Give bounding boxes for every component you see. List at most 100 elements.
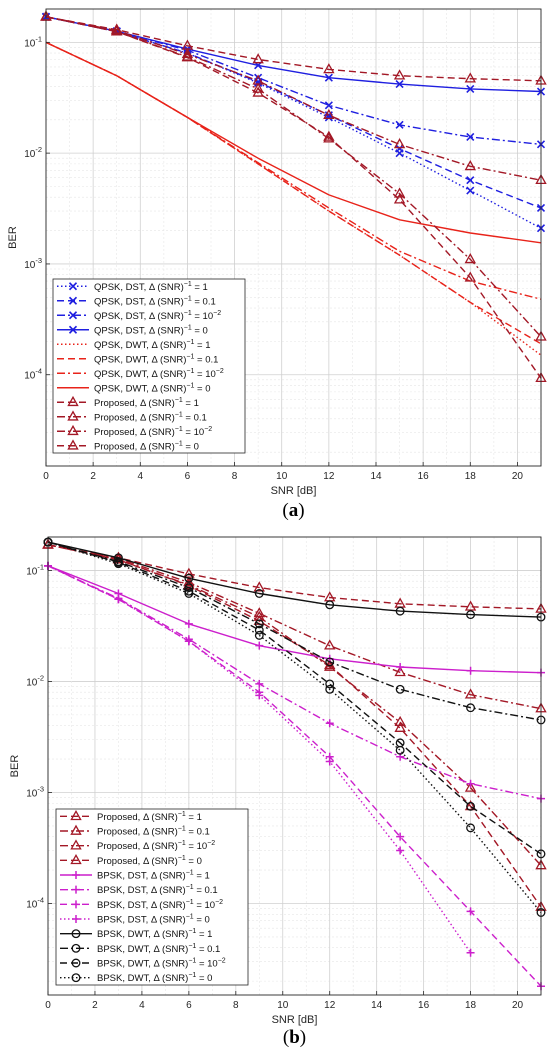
- data-point: [395, 745, 405, 755]
- data-point: [466, 703, 476, 713]
- x-tick-label: 20: [512, 1000, 524, 1011]
- legend-entry-5: BPSK, DST, Δ (SNR)−1 = 1: [97, 870, 210, 882]
- data-point: [466, 132, 475, 142]
- legend-marker: [70, 854, 82, 865]
- data-point: [464, 72, 476, 83]
- x-tick-label: 14: [370, 471, 382, 482]
- x-tick-label: 10: [277, 1000, 289, 1011]
- data-point: [323, 108, 335, 120]
- data-point: [255, 691, 264, 700]
- data-point: [396, 832, 405, 841]
- y-tick-label: 10-2: [26, 673, 44, 688]
- x-tick-label: 6: [186, 1000, 192, 1011]
- legend-marker: [71, 943, 81, 953]
- data-point: [466, 84, 475, 93]
- legend-entry-8: QPSK, DWT, Δ (SNR)−1 = 0: [94, 382, 211, 394]
- legend-entry-7: QPSK, DWT, Δ (SNR)−1 = 10−2: [94, 368, 224, 380]
- x-tick-label: 4: [138, 471, 144, 482]
- legend-entry-6: BPSK, DST, Δ (SNR)−1 = 0.1: [97, 884, 218, 896]
- legend-entry-1: Proposed, Δ (SNR)−1 = 1: [97, 811, 202, 823]
- y-axis-label: BER: [7, 226, 19, 249]
- x-tick-label: 0: [43, 471, 49, 482]
- x-tick-label: 14: [371, 1000, 383, 1011]
- data-point: [255, 679, 264, 688]
- series-line-12: [45, 16, 542, 82]
- x-tick-label: 2: [90, 471, 96, 482]
- legend-marker: [67, 424, 79, 436]
- data-point: [466, 801, 476, 811]
- data-point: [394, 721, 406, 732]
- data-point: [464, 271, 476, 282]
- data-point: [466, 186, 475, 195]
- legend-box: [55, 808, 249, 986]
- data-point: [466, 176, 475, 185]
- series-line-6: [47, 565, 542, 800]
- data-point: [113, 553, 123, 563]
- x-tick-label: 0: [45, 1000, 51, 1011]
- legend-marker: [72, 885, 80, 894]
- series-line-2: [47, 544, 542, 866]
- x-tick-label: 20: [512, 471, 524, 482]
- series-line-11: [45, 16, 542, 181]
- series-line-5: [47, 565, 542, 674]
- series-group: [42, 537, 547, 991]
- data-point: [396, 846, 405, 855]
- series-line-4: [47, 544, 542, 610]
- legend-entry-4: Proposed, Δ (SNR)−1 = 0: [97, 855, 202, 867]
- series-line-10: [45, 16, 542, 338]
- series-line-2: [45, 16, 542, 209]
- data-point: [113, 559, 123, 569]
- data-point: [325, 600, 335, 610]
- y-axis-label: BER: [9, 755, 21, 778]
- data-point: [253, 607, 265, 618]
- data-point: [325, 719, 334, 728]
- series-line-10: [47, 541, 542, 721]
- legend-entry-5: QPSK, DWT, Δ (SNR)−1 = 1: [94, 339, 211, 351]
- data-point: [466, 823, 476, 833]
- data-point: [394, 665, 406, 677]
- legend-marker: [71, 973, 81, 983]
- data-point: [114, 595, 123, 604]
- series-line-8: [45, 41, 542, 244]
- data-point: [325, 684, 335, 694]
- data-point: [394, 715, 406, 727]
- y-tick-label: 10-4: [26, 896, 44, 911]
- x-axis-label: SNR [dB]: [271, 485, 317, 497]
- legend-marker: [68, 296, 78, 305]
- data-point: [184, 637, 193, 646]
- legend-marker: [70, 839, 82, 850]
- legend-entry-9: BPSK, DWT, Δ (SNR)−1 = 1: [97, 928, 212, 940]
- legend-entry-11: BPSK, DWT, Δ (SNR)−1 = 10−2: [97, 958, 226, 970]
- legend-entry-2: Proposed, Δ (SNR)−1 = 0.1: [97, 826, 210, 838]
- data-point: [466, 779, 475, 788]
- y-tick-label: 10-1: [24, 34, 42, 49]
- series-line-12: [47, 541, 542, 913]
- legend-marker: [68, 325, 78, 334]
- legend: Proposed, Δ (SNR)−1 = 1 Proposed, Δ (SNR)…: [55, 808, 249, 986]
- data-point: [184, 573, 194, 583]
- panel-caption: (b): [283, 1027, 306, 1048]
- x-tick-label: 18: [465, 471, 477, 482]
- x-tick-label: 12: [324, 1000, 336, 1011]
- data-point: [324, 639, 336, 650]
- legend-marker: [67, 410, 79, 421]
- legend-marker: [71, 929, 81, 939]
- legend-marker: [72, 871, 80, 879]
- legend-marker: [68, 311, 78, 320]
- data-point: [183, 567, 195, 578]
- data-point: [393, 193, 406, 204]
- chart-panel-a: 0 2 4 6 8 10 12 14 16 18 20 10-4 10-3 10-2 10-1 SNR [dB…: [7, 8, 547, 521]
- data-point: [324, 660, 336, 671]
- y-tick-labels: 10-4 10-3 10-2 10-1: [24, 34, 50, 382]
- data-point: [395, 120, 404, 129]
- data-point: [111, 23, 123, 34]
- x-tick-label: 16: [418, 1000, 430, 1011]
- data-point: [466, 948, 475, 957]
- data-point: [464, 688, 477, 699]
- data-point: [253, 581, 265, 592]
- y-tick-label: 10-3: [26, 784, 44, 799]
- y-tick-labels: 10-4 10-3 10-2 10-1: [26, 562, 52, 911]
- x-tick-label: 10: [276, 471, 288, 482]
- x-axis-label: SNR [dB]: [272, 1014, 318, 1026]
- data-point: [252, 74, 264, 85]
